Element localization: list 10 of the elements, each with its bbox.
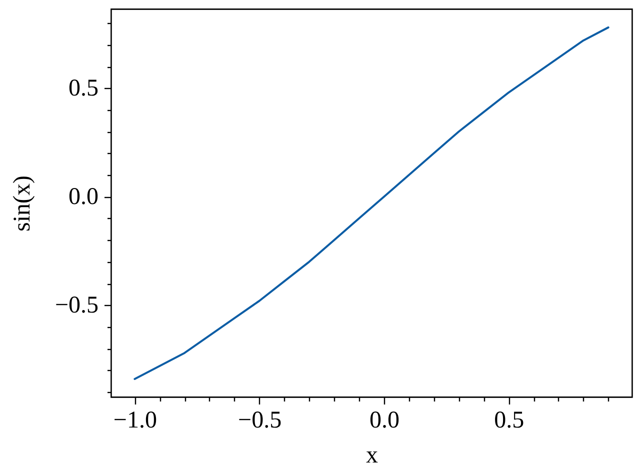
x-tick-label: −1.0 (113, 408, 157, 434)
x-tick-label: 0.0 (369, 408, 400, 434)
x-axis-title: x (366, 442, 378, 468)
x-tick-label: 0.5 (494, 408, 524, 434)
y-tick-label: −0.5 (54, 292, 98, 319)
y-tick-label: 0.5 (68, 76, 98, 102)
line-series (134, 26, 610, 380)
y-axis-title: sin(x) (10, 176, 36, 232)
x-tick-label: −0.5 (238, 408, 282, 434)
y-tick-label: 0.0 (68, 184, 98, 210)
